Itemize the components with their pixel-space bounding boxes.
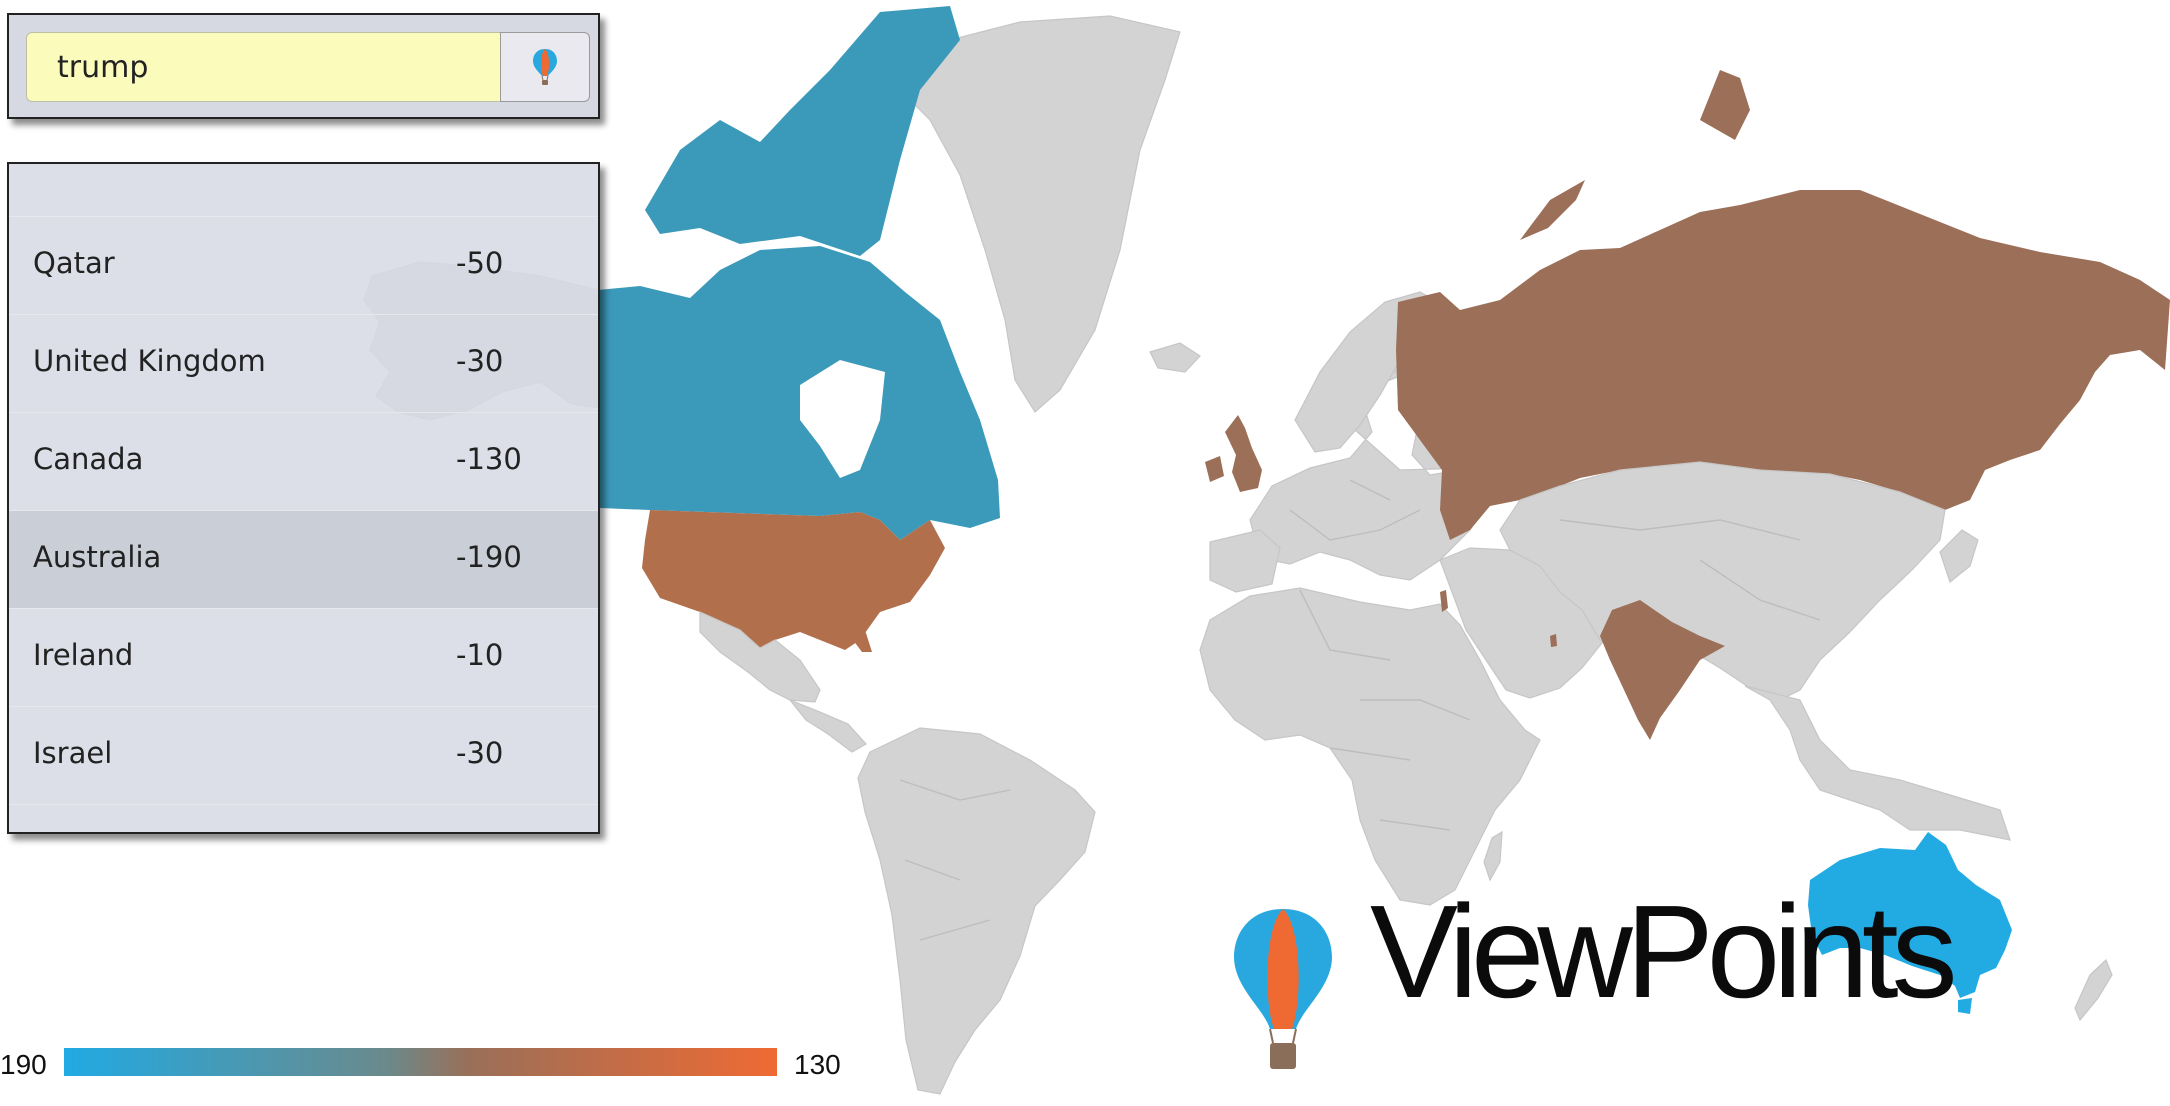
map-iberia[interactable] <box>1209 529 1281 593</box>
brand-name: ViewPoints <box>1370 878 1958 1025</box>
result-country: Israel <box>33 736 113 770</box>
result-score: -50 <box>456 246 504 280</box>
search-input[interactable] <box>26 32 500 102</box>
map-japan[interactable] <box>1939 529 1979 584</box>
map-qatar[interactable] <box>1550 634 1557 647</box>
legend-min-label: 190 <box>0 1049 47 1080</box>
hot-air-balloon-icon <box>1234 909 1332 1069</box>
map-new-zealand[interactable] <box>2074 958 2113 1022</box>
map-border-lines <box>899 479 1821 941</box>
map-canada[interactable] <box>598 246 1000 540</box>
map-russia-north-island[interactable] <box>1700 70 1750 140</box>
map-novaya-zemlya[interactable] <box>1520 180 1585 240</box>
result-row[interactable]: Ireland -10 <box>9 608 598 707</box>
search-button[interactable] <box>500 32 590 102</box>
result-country: United Kingdom <box>33 344 266 378</box>
results-panel: Qatar -50 United Kingdom -30 Canada -130… <box>7 162 600 834</box>
map-greenland[interactable] <box>899 15 1181 413</box>
legend-max-label: 130 <box>794 1049 841 1080</box>
result-score: -190 <box>456 540 522 574</box>
map-africa[interactable] <box>1199 587 1541 906</box>
result-row[interactable]: Israel -30 <box>9 706 598 805</box>
legend-color-bar <box>64 1048 777 1076</box>
result-country: Ireland <box>33 638 134 672</box>
map-ireland[interactable] <box>1205 456 1224 482</box>
map-south-america[interactable] <box>857 727 1096 1095</box>
map-russia[interactable] <box>1396 190 2170 540</box>
map-florida[interactable] <box>845 620 872 652</box>
map-iceland[interactable] <box>1149 342 1201 373</box>
map-madagascar[interactable] <box>1483 830 1503 882</box>
balloon-icon <box>533 49 557 85</box>
map-central-america[interactable] <box>788 698 867 753</box>
result-row-highlighted[interactable]: Australia -190 <box>9 510 598 609</box>
result-row[interactable]: Canada -130 <box>9 412 598 511</box>
map-uk[interactable] <box>1225 415 1262 492</box>
result-country: Canada <box>33 442 144 476</box>
search-panel <box>7 13 600 119</box>
result-row[interactable]: United Kingdom -30 <box>9 314 598 413</box>
map-mexico[interactable] <box>699 611 821 703</box>
map-hudson-bay[interactable] <box>800 360 885 478</box>
map-australia[interactable] <box>1808 832 2012 998</box>
result-score: -30 <box>456 344 504 378</box>
map-india[interactable] <box>1600 600 1725 740</box>
result-country: Qatar <box>33 246 115 280</box>
result-row-empty <box>9 804 598 832</box>
map-southeast-asia[interactable] <box>1744 685 2011 841</box>
result-row[interactable]: Qatar -50 <box>9 216 598 315</box>
result-country: Australia <box>33 540 162 574</box>
map-tasmania[interactable] <box>1958 998 1972 1014</box>
result-score: -30 <box>456 736 504 770</box>
result-score: -10 <box>456 638 504 672</box>
result-score: -130 <box>456 442 522 476</box>
map-usa[interactable] <box>642 510 945 650</box>
map-israel[interactable] <box>1440 590 1448 612</box>
map-canada-islands[interactable] <box>645 6 960 256</box>
